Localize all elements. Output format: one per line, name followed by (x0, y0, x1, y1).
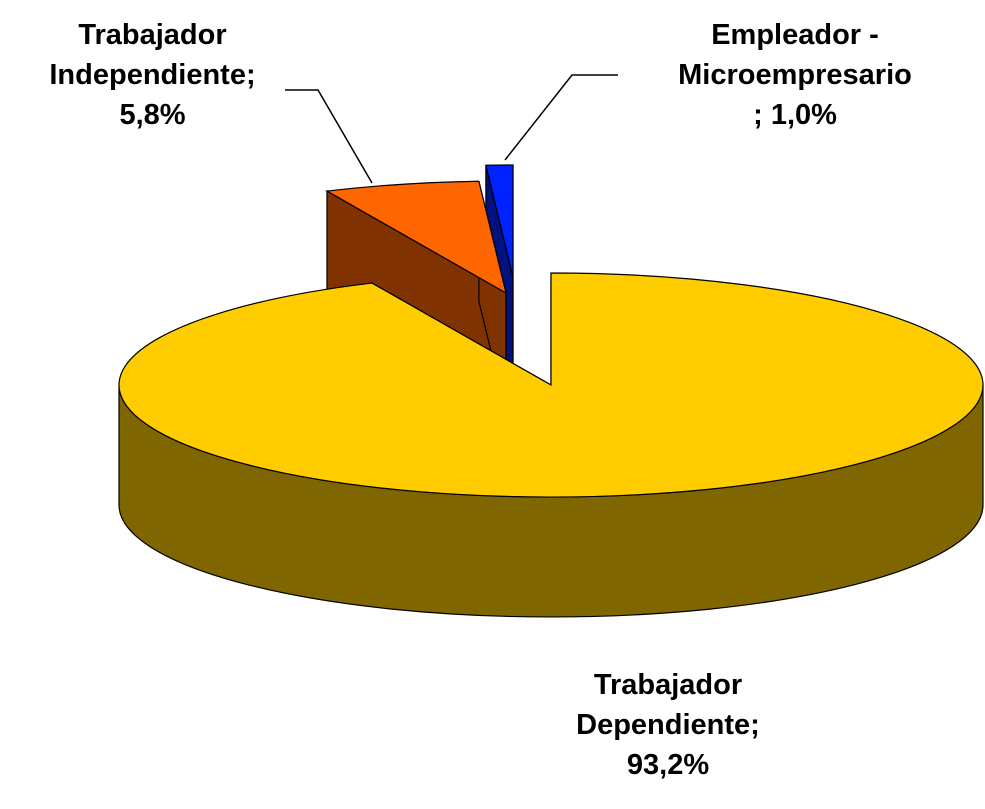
leader-line (285, 89, 373, 184)
slice (485, 164, 514, 278)
data-label: Trabajador Independiente; 5,8% (20, 15, 285, 135)
value-label: 5,8% (119, 99, 186, 131)
value-label: 93,2% (626, 749, 710, 781)
slice (325, 180, 507, 295)
category-label: Trabajador Dependiente (576, 669, 751, 741)
separator: ; (750, 709, 760, 741)
separator: ; (753, 99, 763, 131)
data-label: Empleador - Microempresario; 1,0% (640, 15, 950, 135)
category-label: Empleador - Microempresario (678, 19, 912, 91)
pie (118, 164, 984, 618)
data-label: Trabajador Dependiente; 93,2% (548, 665, 788, 785)
slice (118, 272, 984, 498)
category-label: Trabajador Independiente (49, 19, 246, 91)
separator: ; (245, 59, 256, 91)
value-label: 1,0% (770, 99, 837, 131)
leader-line (504, 74, 618, 161)
